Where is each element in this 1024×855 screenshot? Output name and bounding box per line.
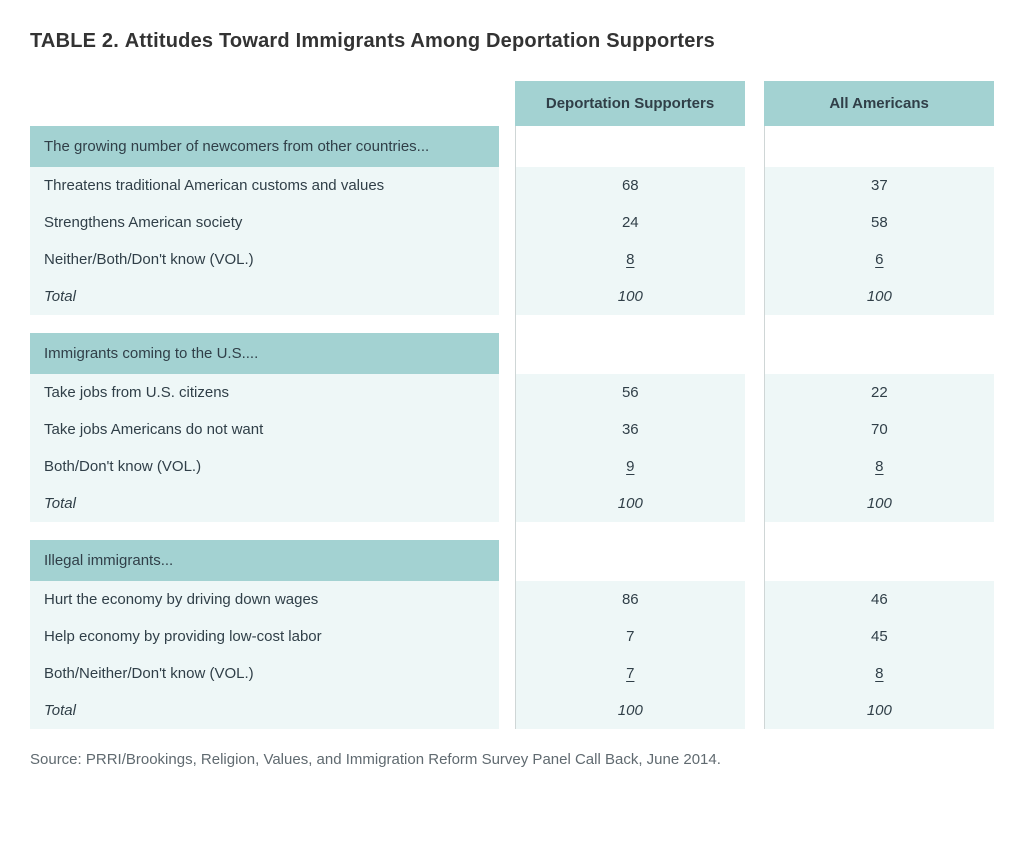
value-cell: 7 bbox=[515, 618, 745, 655]
gap-cell bbox=[745, 448, 764, 485]
gap-cell bbox=[499, 374, 516, 411]
gap-cell bbox=[499, 485, 516, 522]
table-row: Threatens traditional American customs a… bbox=[30, 167, 994, 204]
value-cell: 100 bbox=[764, 692, 994, 729]
value-cell: 9 bbox=[515, 448, 745, 485]
gap-cell bbox=[745, 655, 764, 692]
row-label: Threatens traditional American customs a… bbox=[30, 167, 499, 204]
section-heading-row: Illegal immigrants... bbox=[30, 540, 994, 581]
row-label: Total bbox=[30, 278, 499, 315]
gap-cell bbox=[745, 618, 764, 655]
section-heading: Illegal immigrants... bbox=[30, 540, 499, 581]
value-cell: 8 bbox=[764, 448, 994, 485]
table-row: Neither/Both/Don't know (VOL.) 86 bbox=[30, 241, 994, 278]
header-gap bbox=[745, 81, 764, 126]
value-cell: 8 bbox=[764, 655, 994, 692]
table-row: Strengthens American society 24 58 bbox=[30, 204, 994, 241]
table-row: Hurt the economy by driving down wages 86… bbox=[30, 581, 994, 618]
table-row: Total 100 100 bbox=[30, 485, 994, 522]
table-number: TABLE 2. bbox=[30, 30, 119, 52]
table-row: Help economy by providing low-cost labor… bbox=[30, 618, 994, 655]
value-cell: 7 bbox=[515, 655, 745, 692]
value-cell: 22 bbox=[764, 374, 994, 411]
value-cell: 100 bbox=[764, 278, 994, 315]
value-cell: 36 bbox=[515, 411, 745, 448]
table-row: Total 100 100 bbox=[30, 278, 994, 315]
value-cell: 100 bbox=[764, 485, 994, 522]
row-label: Take jobs from U.S. citizens bbox=[30, 374, 499, 411]
value-cell: 24 bbox=[515, 204, 745, 241]
value-cell: 58 bbox=[764, 204, 994, 241]
gap-cell bbox=[499, 655, 516, 692]
table-row: Take jobs from U.S. citizens 56 22 bbox=[30, 374, 994, 411]
source-note: Source: PRRI/Brookings, Religion, Values… bbox=[30, 751, 994, 768]
column-header-all: All Americans bbox=[764, 81, 994, 126]
gap-cell bbox=[499, 411, 516, 448]
value-cell: 68 bbox=[515, 167, 745, 204]
gap-cell bbox=[745, 485, 764, 522]
header-empty bbox=[30, 81, 499, 126]
table-header-row: Deportation Supporters All Americans bbox=[30, 81, 994, 126]
value-cell: 100 bbox=[515, 278, 745, 315]
gap-cell bbox=[745, 278, 764, 315]
gap-cell bbox=[745, 581, 764, 618]
row-label: Total bbox=[30, 692, 499, 729]
row-label: Strengthens American society bbox=[30, 204, 499, 241]
table-title-text-value: Attitudes Toward Immigrants Among Deport… bbox=[125, 30, 715, 52]
section-heading-row: The growing number of newcomers from oth… bbox=[30, 126, 994, 167]
section-heading: Immigrants coming to the U.S.... bbox=[30, 333, 499, 374]
row-label: Total bbox=[30, 485, 499, 522]
column-header-deportation: Deportation Supporters bbox=[515, 81, 745, 126]
gap-cell bbox=[499, 618, 516, 655]
value-cell: 45 bbox=[764, 618, 994, 655]
value-cell: 56 bbox=[515, 374, 745, 411]
gap-cell bbox=[745, 692, 764, 729]
value-cell: 6 bbox=[764, 241, 994, 278]
spacer-row bbox=[30, 315, 994, 333]
table-row: Both/Neither/Don't know (VOL.) 78 bbox=[30, 655, 994, 692]
table-row: Total 100 100 bbox=[30, 692, 994, 729]
gap-cell bbox=[499, 448, 516, 485]
value-cell: 100 bbox=[515, 485, 745, 522]
attitudes-table: Deportation Supporters All Americans The… bbox=[30, 81, 994, 729]
value-cell: 86 bbox=[515, 581, 745, 618]
row-label: Hurt the economy by driving down wages bbox=[30, 581, 499, 618]
table-title: TABLE 2. Attitudes Toward Immigrants Amo… bbox=[30, 30, 994, 53]
row-label: Both/Don't know (VOL.) bbox=[30, 448, 499, 485]
section-heading-row: Immigrants coming to the U.S.... bbox=[30, 333, 994, 374]
gap-cell bbox=[499, 692, 516, 729]
gap-cell bbox=[499, 581, 516, 618]
gap-cell bbox=[745, 241, 764, 278]
value-cell: 46 bbox=[764, 581, 994, 618]
gap-cell bbox=[499, 167, 516, 204]
row-label: Both/Neither/Don't know (VOL.) bbox=[30, 655, 499, 692]
gap-cell bbox=[499, 204, 516, 241]
header-gap bbox=[499, 81, 516, 126]
value-cell: 37 bbox=[764, 167, 994, 204]
table-row: Both/Don't know (VOL.) 98 bbox=[30, 448, 994, 485]
gap-cell bbox=[499, 278, 516, 315]
gap-cell bbox=[745, 411, 764, 448]
gap-cell bbox=[499, 241, 516, 278]
table-row: Take jobs Americans do not want 36 70 bbox=[30, 411, 994, 448]
value-cell: 70 bbox=[764, 411, 994, 448]
value-cell: 8 bbox=[515, 241, 745, 278]
section-heading: The growing number of newcomers from oth… bbox=[30, 126, 499, 167]
gap-cell bbox=[745, 374, 764, 411]
value-cell: 100 bbox=[515, 692, 745, 729]
gap-cell bbox=[745, 167, 764, 204]
spacer-row bbox=[30, 522, 994, 540]
row-label: Take jobs Americans do not want bbox=[30, 411, 499, 448]
row-label: Help economy by providing low-cost labor bbox=[30, 618, 499, 655]
gap-cell bbox=[745, 204, 764, 241]
row-label: Neither/Both/Don't know (VOL.) bbox=[30, 241, 499, 278]
